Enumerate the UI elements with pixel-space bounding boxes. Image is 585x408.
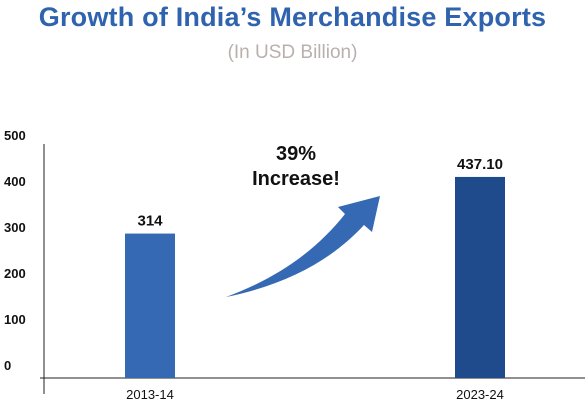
y-axis-ticks: 0 100 200 300 400 500 <box>4 128 26 373</box>
y-tick-label: 400 <box>4 174 26 189</box>
growth-arrow-icon <box>226 196 380 297</box>
data-label: 437.10 <box>457 156 503 173</box>
chart-subtitle: (In USD Billion) <box>227 42 358 63</box>
annotation-percent: 39% <box>276 143 316 165</box>
y-tick-label: 300 <box>4 220 26 235</box>
y-tick-label: 0 <box>4 358 11 373</box>
y-tick-label: 200 <box>4 266 26 281</box>
bar-2023-24 <box>455 176 505 378</box>
chart-title: Growth of India’s Merchandise Exports <box>38 2 547 32</box>
annotation-increase: Increase! <box>252 168 340 190</box>
y-tick-label: 100 <box>4 312 26 327</box>
x-axis-ticks: 2013-14 2023-24 <box>126 387 504 402</box>
data-labels: 314 437.10 <box>137 156 502 230</box>
x-tick-label: 2023-24 <box>456 387 504 402</box>
x-tick-label: 2013-14 <box>126 387 174 402</box>
data-label: 314 <box>137 213 163 230</box>
bars <box>125 176 505 378</box>
y-tick-label: 500 <box>4 128 26 143</box>
bar-2013-14 <box>125 233 175 378</box>
